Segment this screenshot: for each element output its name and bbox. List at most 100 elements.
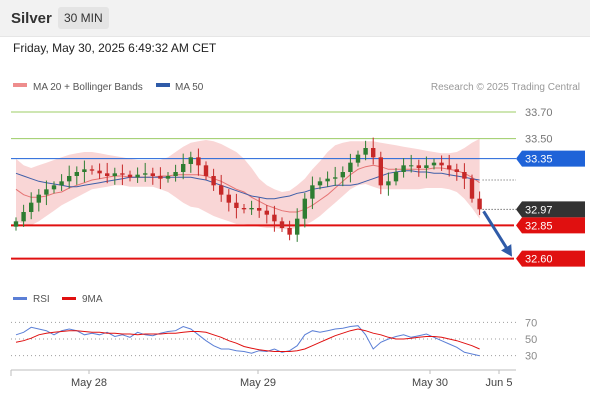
price-tag-32.97: 32.97	[516, 201, 585, 218]
candle-body	[348, 162, 353, 172]
candle-body	[317, 181, 323, 186]
candle-body	[59, 181, 64, 186]
candle-body	[51, 185, 57, 190]
ma50-legend-label: MA 50	[175, 82, 204, 93]
price-tag-33.35: 33.35	[516, 150, 585, 167]
arrow-shaft	[482, 210, 509, 250]
rsi-ma-line	[15, 328, 480, 352]
candle	[317, 177, 323, 190]
candle	[21, 204, 26, 227]
price-tag-32.60: 32.60	[516, 250, 585, 267]
candle	[158, 167, 163, 190]
candle-body	[219, 185, 224, 195]
candle-body	[454, 169, 459, 172]
chart-header: Silver 30 MIN	[0, 0, 590, 37]
candle-body	[211, 176, 216, 186]
candle	[89, 165, 95, 175]
candle-body	[105, 173, 110, 176]
candle	[257, 197, 262, 218]
candle-body	[431, 162, 437, 166]
candle	[295, 208, 300, 242]
candle	[51, 181, 57, 194]
candle	[29, 192, 34, 220]
candle-body	[272, 214, 277, 222]
candle-body	[378, 157, 383, 186]
candle-body	[21, 212, 26, 222]
timeframe-badge[interactable]: 30 MIN	[58, 7, 109, 29]
candle-body	[188, 157, 193, 164]
price-tag-box	[516, 201, 585, 218]
chart-datetime: Friday, May 30, 2025 6:49:32 AM CET	[13, 41, 217, 55]
time-label: May 28	[71, 377, 107, 389]
candle-body	[173, 172, 178, 176]
price-tag-32.85: 32.85	[516, 217, 585, 234]
ma50-legend-swatch	[156, 83, 170, 87]
candle	[477, 191, 482, 215]
rsi-ma-legend-label: 9MA	[82, 294, 103, 305]
candle	[36, 189, 41, 212]
candle	[226, 189, 231, 212]
price-tag-text: 32.60	[525, 254, 553, 266]
candle	[431, 158, 437, 170]
candle	[249, 200, 254, 215]
candle-body	[416, 165, 421, 168]
rsi-line	[15, 325, 480, 357]
price-label-33.70: 33.70	[525, 107, 553, 119]
price-tag-text: 32.97	[525, 204, 553, 216]
candle	[165, 172, 171, 183]
candle	[203, 161, 209, 180]
candle-body	[371, 148, 376, 158]
candle	[13, 217, 19, 231]
candle-body	[226, 194, 231, 203]
candle-body	[234, 202, 239, 208]
candle-body	[393, 172, 399, 182]
candle	[173, 164, 178, 182]
candle	[82, 160, 87, 183]
price-tag-text: 33.35	[525, 154, 553, 166]
candle-body	[36, 194, 41, 203]
candle-body	[44, 189, 49, 195]
bollinger-band-fill	[16, 138, 480, 230]
candle-body	[469, 178, 475, 199]
candle	[181, 153, 186, 180]
time-label: May 30	[412, 377, 448, 389]
forecast-arrow	[482, 210, 512, 257]
candle	[105, 162, 110, 184]
rsi-legend-swatch	[13, 297, 27, 300]
candle	[439, 155, 444, 171]
price-levels	[11, 111, 516, 260]
candle-body	[310, 185, 315, 199]
candle	[234, 193, 239, 219]
candle	[340, 166, 345, 187]
candle-body	[295, 218, 300, 235]
candle-body	[67, 176, 72, 182]
candle	[469, 174, 475, 203]
candle	[325, 171, 330, 187]
candle-body	[196, 157, 201, 166]
candle-body	[82, 169, 87, 172]
candle	[219, 174, 224, 202]
candle	[454, 163, 459, 181]
price-tags: 33.70 33.50 33.35 32.97 32.85 32.60	[516, 107, 585, 267]
candle-body	[477, 198, 482, 210]
price-tag-box	[516, 217, 585, 234]
candle-body	[409, 165, 414, 167]
candle	[120, 164, 125, 186]
candle-body	[158, 176, 163, 179]
candle-body	[363, 148, 368, 155]
candle	[44, 180, 49, 206]
bollinger-band	[16, 138, 480, 230]
candle	[386, 172, 391, 196]
candle-body	[127, 174, 133, 178]
rsi-tick-50: 50	[525, 334, 537, 346]
candle-body	[462, 172, 467, 179]
price-tag-text: 32.85	[525, 220, 553, 232]
candle	[67, 165, 72, 189]
candle-body	[241, 208, 247, 210]
candle	[333, 166, 338, 186]
candle	[363, 140, 368, 161]
price-label-33.50: 33.50	[525, 134, 553, 146]
rsi-ma-legend-swatch	[62, 297, 76, 300]
candle-body	[325, 178, 330, 182]
